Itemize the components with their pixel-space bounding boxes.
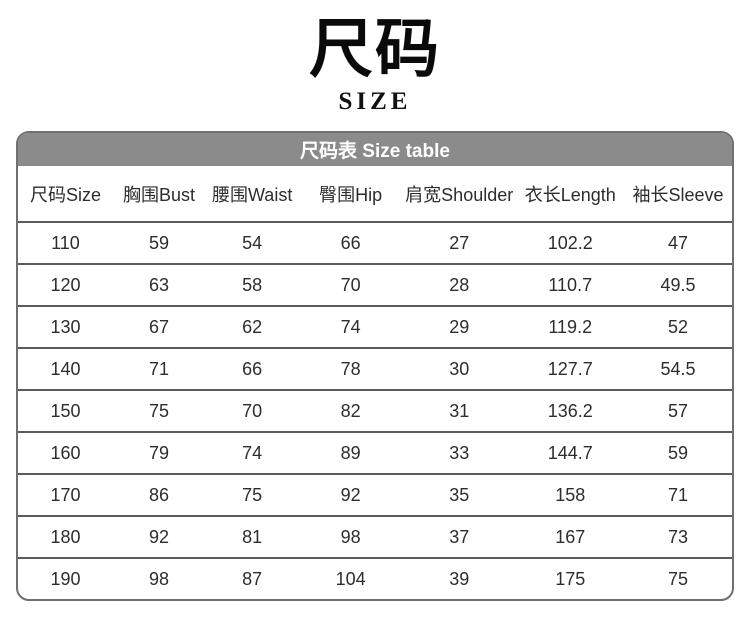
table-row: 190 98 87 104 39 175 75: [18, 557, 732, 599]
table-cell: 170: [50, 484, 81, 505]
table-cell: 180: [50, 526, 81, 547]
table-cell: 63: [148, 274, 170, 295]
table-cell: 110: [51, 232, 80, 253]
table-cell: 66: [340, 232, 361, 253]
column-header: 肩宽Shoulder: [405, 184, 514, 205]
table-cell: 49.5: [660, 274, 696, 295]
table-cell: 59: [668, 442, 689, 463]
table-row: 130 67 62 74 29 119.2 52: [18, 305, 732, 347]
table-cell: 27: [449, 232, 470, 253]
column-header: 臀围Hip: [319, 184, 383, 205]
table-cell: 59: [148, 232, 170, 253]
table-row: 170 86 75 92 35 158 71: [18, 473, 732, 515]
table-cell: 92: [148, 526, 170, 547]
table-cell: 78: [340, 358, 361, 379]
table-row: 110 59 54 66 27 102.2 47: [18, 221, 732, 263]
table-cell: 158: [555, 484, 586, 505]
table-cell: 74: [242, 442, 263, 463]
table-cell: 31: [449, 400, 470, 421]
table-cell: 119.2: [548, 316, 593, 337]
table-cell: 81: [242, 526, 263, 547]
table-cell: 75: [668, 568, 689, 589]
table-cell: 30: [449, 358, 470, 379]
column-header: 胸围Bust: [122, 184, 196, 205]
table-cell: 110.7: [548, 274, 593, 295]
table-cell: 127.7: [547, 358, 593, 379]
table-cell: 89: [340, 442, 361, 463]
column-header: 衣长Length: [524, 184, 616, 205]
table-cell: 87: [242, 568, 263, 589]
table-cell: 120: [50, 274, 81, 295]
table-cell: 54.5: [660, 358, 696, 379]
column-header: 尺码Size: [29, 184, 101, 205]
table-cell: 82: [340, 400, 361, 421]
table-cell: 98: [148, 568, 170, 589]
table-cell: 62: [242, 316, 263, 337]
table-cell: 190: [50, 568, 81, 589]
table-cell: 102.2: [547, 232, 593, 253]
table-cell: 67: [148, 316, 170, 337]
table-cell: 28: [449, 274, 470, 295]
table-row: 140 71 66 78 30 127.7 54.5: [18, 347, 732, 389]
size-table-header-row: 尺码Size 胸围Bust 腰围Waist 臀围Hip 肩宽Shoulder 衣长Leng…: [18, 166, 732, 222]
table-row: 160 79 74 89 33 144.7 59: [18, 431, 732, 473]
table-cell: 58: [242, 274, 263, 295]
column-header: 腰围Waist: [211, 184, 293, 205]
table-cell: 70: [242, 400, 263, 421]
table-cell: 54: [242, 232, 263, 253]
table-cell: 167: [555, 526, 586, 547]
table-cell: 39: [449, 568, 470, 589]
table-cell: 29: [449, 316, 470, 337]
table-cell: 70: [340, 274, 361, 295]
size-table: 尺码表 Size table 尺码Size 胸围Bust 腰围Waist 臀围Hip 肩…: [16, 131, 734, 602]
table-cell: 52: [668, 316, 689, 337]
size-table-caption: 尺码表 Size table: [18, 133, 732, 167]
size-table-body: 110 59 54 66 27 102.2 47 120 63 58 70 28 110.7 49.5 13…: [18, 221, 732, 599]
table-cell: 71: [668, 484, 689, 505]
table-cell: 47: [668, 232, 689, 253]
table-cell: 175: [555, 568, 586, 589]
table-cell: 74: [340, 316, 361, 337]
table-cell: 75: [242, 484, 263, 505]
table-cell: 150: [50, 400, 81, 421]
column-header: 袖长Sleeve: [632, 184, 724, 205]
table-cell: 71: [148, 358, 170, 379]
table-cell: 98: [340, 526, 361, 547]
table-row: 120 63 58 70 28 110.7 49.5: [18, 263, 732, 305]
table-row: 180 92 81 98 37 167 73: [18, 515, 732, 557]
table-cell: 144.7: [547, 442, 593, 463]
table-cell: 57: [668, 400, 689, 421]
table-cell: 160: [50, 442, 81, 463]
table-cell: 66: [242, 358, 263, 379]
table-cell: 35: [449, 484, 470, 505]
page-title: 尺码: [309, 14, 441, 85]
page-subtitle: SIZE: [338, 88, 412, 116]
table-cell: 140: [50, 358, 81, 379]
table-cell: 104: [335, 568, 366, 589]
table-cell: 37: [449, 526, 470, 547]
table-cell: 33: [449, 442, 470, 463]
table-cell: 75: [148, 400, 170, 421]
table-cell: 130: [50, 316, 81, 337]
table-cell: 136.2: [547, 400, 593, 421]
table-cell: 73: [668, 526, 689, 547]
table-cell: 86: [148, 484, 170, 505]
table-row: 150 75 70 82 31 136.2 57: [18, 389, 732, 431]
table-cell: 92: [340, 484, 361, 505]
table-cell: 79: [148, 442, 170, 463]
